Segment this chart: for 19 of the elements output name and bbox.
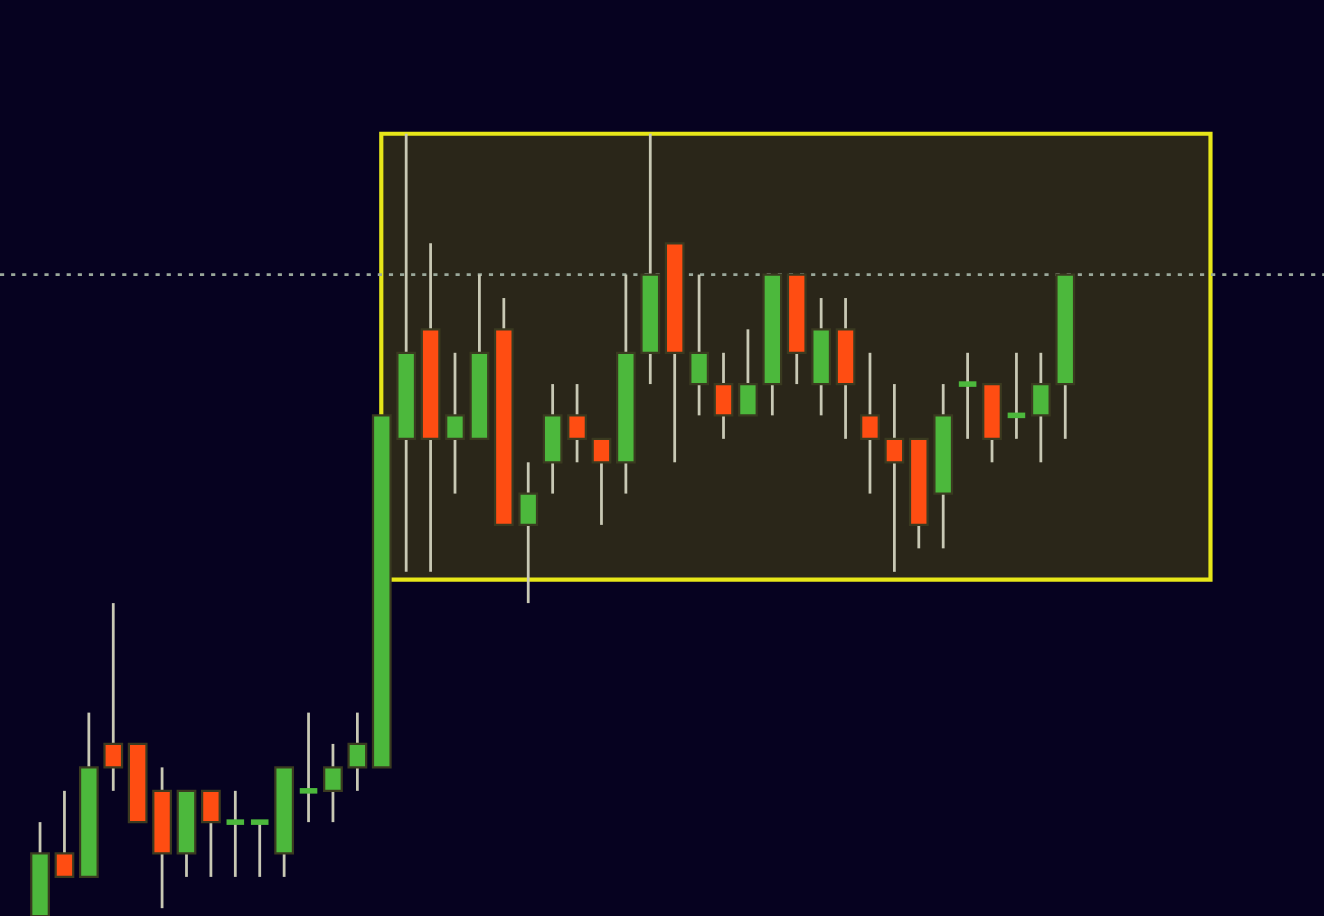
candlestick — [713, 351, 734, 441]
candlestick — [445, 351, 465, 495]
candlestick — [518, 460, 539, 605]
candlestick — [248, 819, 272, 879]
candlestick — [347, 711, 368, 793]
candlestick — [689, 273, 709, 417]
candlestick — [591, 437, 612, 527]
candlestick — [884, 382, 905, 574]
candlestick — [54, 789, 75, 879]
candlestick — [542, 382, 563, 495]
candlestick — [223, 789, 247, 879]
candlestick — [860, 351, 880, 495]
candlestick — [103, 601, 124, 793]
candlestick — [567, 382, 587, 464]
candlestick — [956, 351, 980, 441]
candlestick — [1030, 351, 1051, 464]
candlestick — [201, 789, 221, 879]
candlestick — [323, 742, 343, 824]
candlestick — [738, 327, 758, 417]
